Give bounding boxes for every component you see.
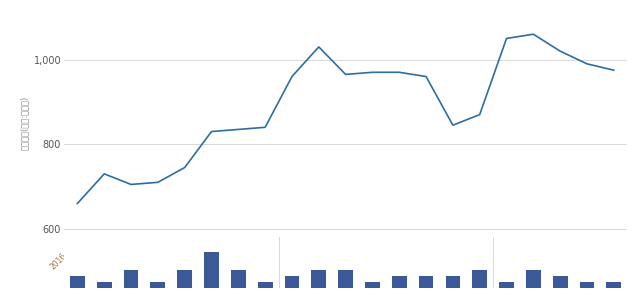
Bar [150,282,165,288]
Bar [392,276,406,288]
Bar [419,276,433,288]
Bar [124,270,138,288]
Bar [204,252,219,288]
Bar [365,282,380,288]
Bar [285,276,300,288]
Bar [499,282,514,288]
Bar [472,270,487,288]
Bar [580,282,595,288]
Bar [312,270,326,288]
Bar [231,270,246,288]
Bar [553,276,568,288]
Bar [338,270,353,288]
Bar [607,282,621,288]
Bar [177,270,192,288]
Bar [70,276,84,288]
Y-axis label: 거래금액(단위:백만원): 거래금액(단위:백만원) [20,96,29,150]
Bar [526,270,541,288]
Bar [258,282,273,288]
Bar [445,276,460,288]
Bar [97,282,111,288]
